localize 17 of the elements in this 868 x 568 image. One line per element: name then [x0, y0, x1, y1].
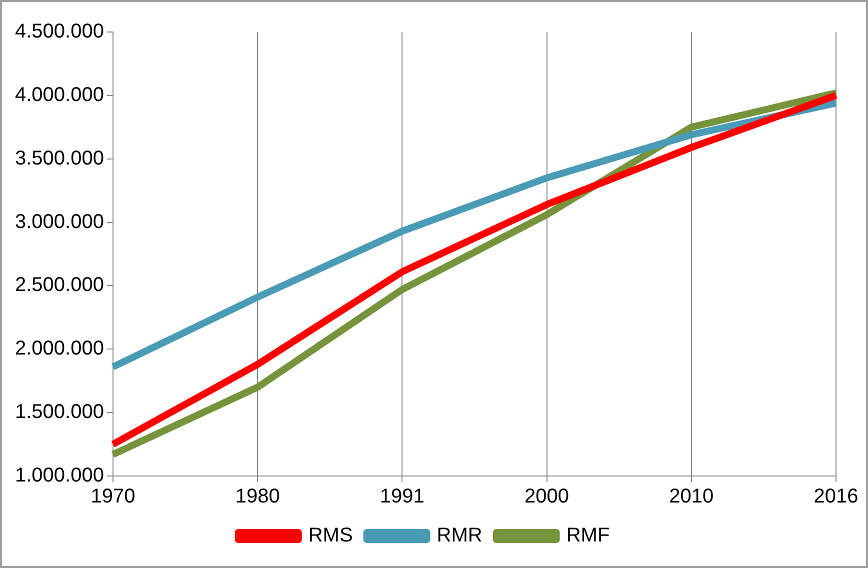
y-tick-label: 1.000.000 [14, 464, 104, 487]
legend-label: RMF [566, 524, 610, 547]
y-tick-label: 1.500.000 [14, 401, 104, 424]
x-tick-label: 1991 [380, 486, 424, 508]
y-tick-label: 2.000.000 [14, 338, 104, 360]
legend-label: RMS [308, 524, 353, 547]
y-tick-label: 3.000.000 [14, 210, 104, 233]
x-tick-label: 2016 [814, 486, 858, 508]
y-tick-label: 3.500.000 [14, 147, 104, 170]
y-tick-label: 4.000.000 [14, 84, 104, 106]
legend-label: RMR [436, 524, 482, 547]
x-tick-label: 2000 [524, 486, 570, 508]
x-tick-label: 1970 [90, 486, 136, 508]
x-tick-label: 1980 [235, 486, 280, 508]
y-tick-label: 2.500.000 [14, 274, 104, 296]
y-tick-label: 4.500.000 [14, 20, 104, 43]
x-tick-label: 2010 [669, 486, 714, 508]
